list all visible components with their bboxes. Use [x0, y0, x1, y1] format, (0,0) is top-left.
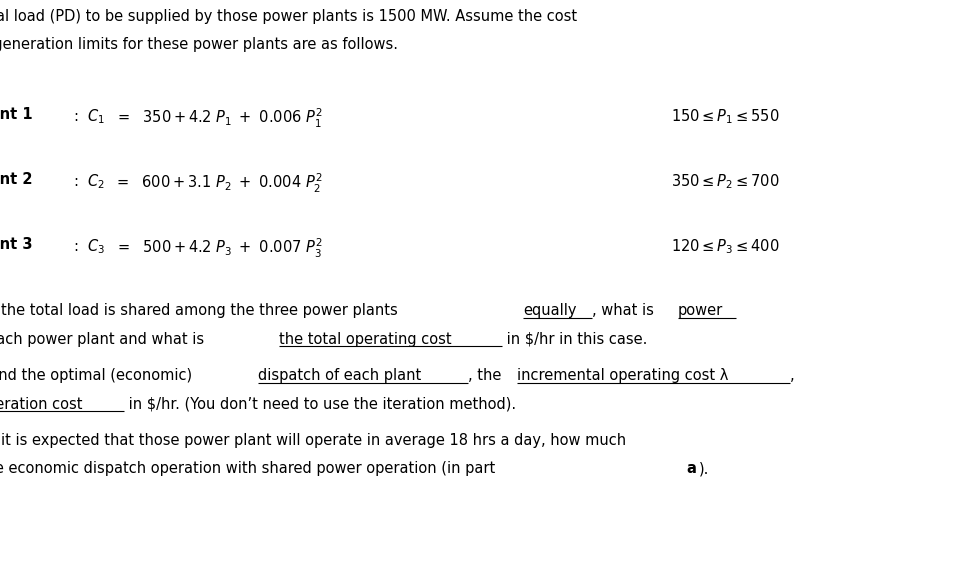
Text: $120 \leq P_{3} \leq 400$: $120 \leq P_{3} \leq 400$	[671, 237, 779, 256]
Text: ,: ,	[790, 368, 795, 383]
Text: Plant 3: Plant 3	[0, 237, 33, 252]
Text: in $/hr in this case.: in $/hr in this case.	[502, 332, 648, 347]
Text: of Victoria. The total load (PD) to be supplied by those power plants is 1500 MW: of Victoria. The total load (PD) to be s…	[0, 8, 578, 24]
Text: If the total load is shared among the three power plants: If the total load is shared among the th…	[0, 303, 403, 318]
Text: Plant 1: Plant 1	[0, 107, 33, 122]
Text: Plant 2: Plant 2	[0, 172, 33, 187]
Text: incremental operating cost λ: incremental operating cost λ	[517, 368, 728, 383]
Text: $150 \leq P_{1} \leq 550$: $150 \leq P_{1} \leq 550$	[671, 107, 779, 126]
Text: , what is: , what is	[592, 303, 658, 318]
Text: $= \ \ 350 + 4.2 \ P_{1} \ + \ 0.006 \ P_{1}^{2}$: $= \ \ 350 + 4.2 \ P_{1} \ + \ 0.006 \ P…	[114, 107, 322, 130]
Text: :  $\mathit{C}_{3}$: : $\mathit{C}_{3}$	[73, 237, 106, 256]
Text: $= \ \ 600 + 3.1 \ P_{2} \ + \ 0.004 \ P_{2}^{2}$: $= \ \ 600 + 3.1 \ P_{2} \ + \ 0.004 \ P…	[114, 172, 323, 196]
Text: dispatch of each plant: dispatch of each plant	[258, 368, 421, 383]
Text: $= \ \ 500 + 4.2 \ P_{3} \ + \ 0.007 \ P_{3}^{2}$: $= \ \ 500 + 4.2 \ P_{3} \ + \ 0.007 \ P…	[114, 237, 323, 260]
Text: equally: equally	[523, 303, 577, 318]
Text: saving in cost if the economic dispatch operation with shared power operation (i: saving in cost if the economic dispatch …	[0, 461, 501, 477]
Text: of each power plant and what is: of each power plant and what is	[0, 332, 209, 347]
Text: ).: ).	[699, 461, 709, 477]
Text: power: power	[678, 303, 723, 318]
Text: :  $\mathit{C}_{2}$: : $\mathit{C}_{2}$	[73, 172, 105, 191]
Text: Find the optimal (economic): Find the optimal (economic)	[0, 368, 197, 383]
Text: $350 \leq P_{2} \leq 700$: $350 \leq P_{2} \leq 700$	[671, 172, 779, 191]
Text: :  $\mathit{C}_{1}$: : $\mathit{C}_{1}$	[73, 107, 106, 126]
Text: If it is expected that those power plant will operate in average 18 hrs a day, h: If it is expected that those power plant…	[0, 433, 626, 448]
Text: total operation cost: total operation cost	[0, 397, 83, 411]
Text: the total operating cost: the total operating cost	[280, 332, 452, 347]
Text: in $/hr. (You don’t need to use the iteration method).: in $/hr. (You don’t need to use the iter…	[124, 397, 516, 411]
Text: a: a	[686, 461, 696, 477]
Text: , the: , the	[468, 368, 506, 383]
Text: functions and the generation limits for these power plants are as follows.: functions and the generation limits for …	[0, 37, 399, 52]
